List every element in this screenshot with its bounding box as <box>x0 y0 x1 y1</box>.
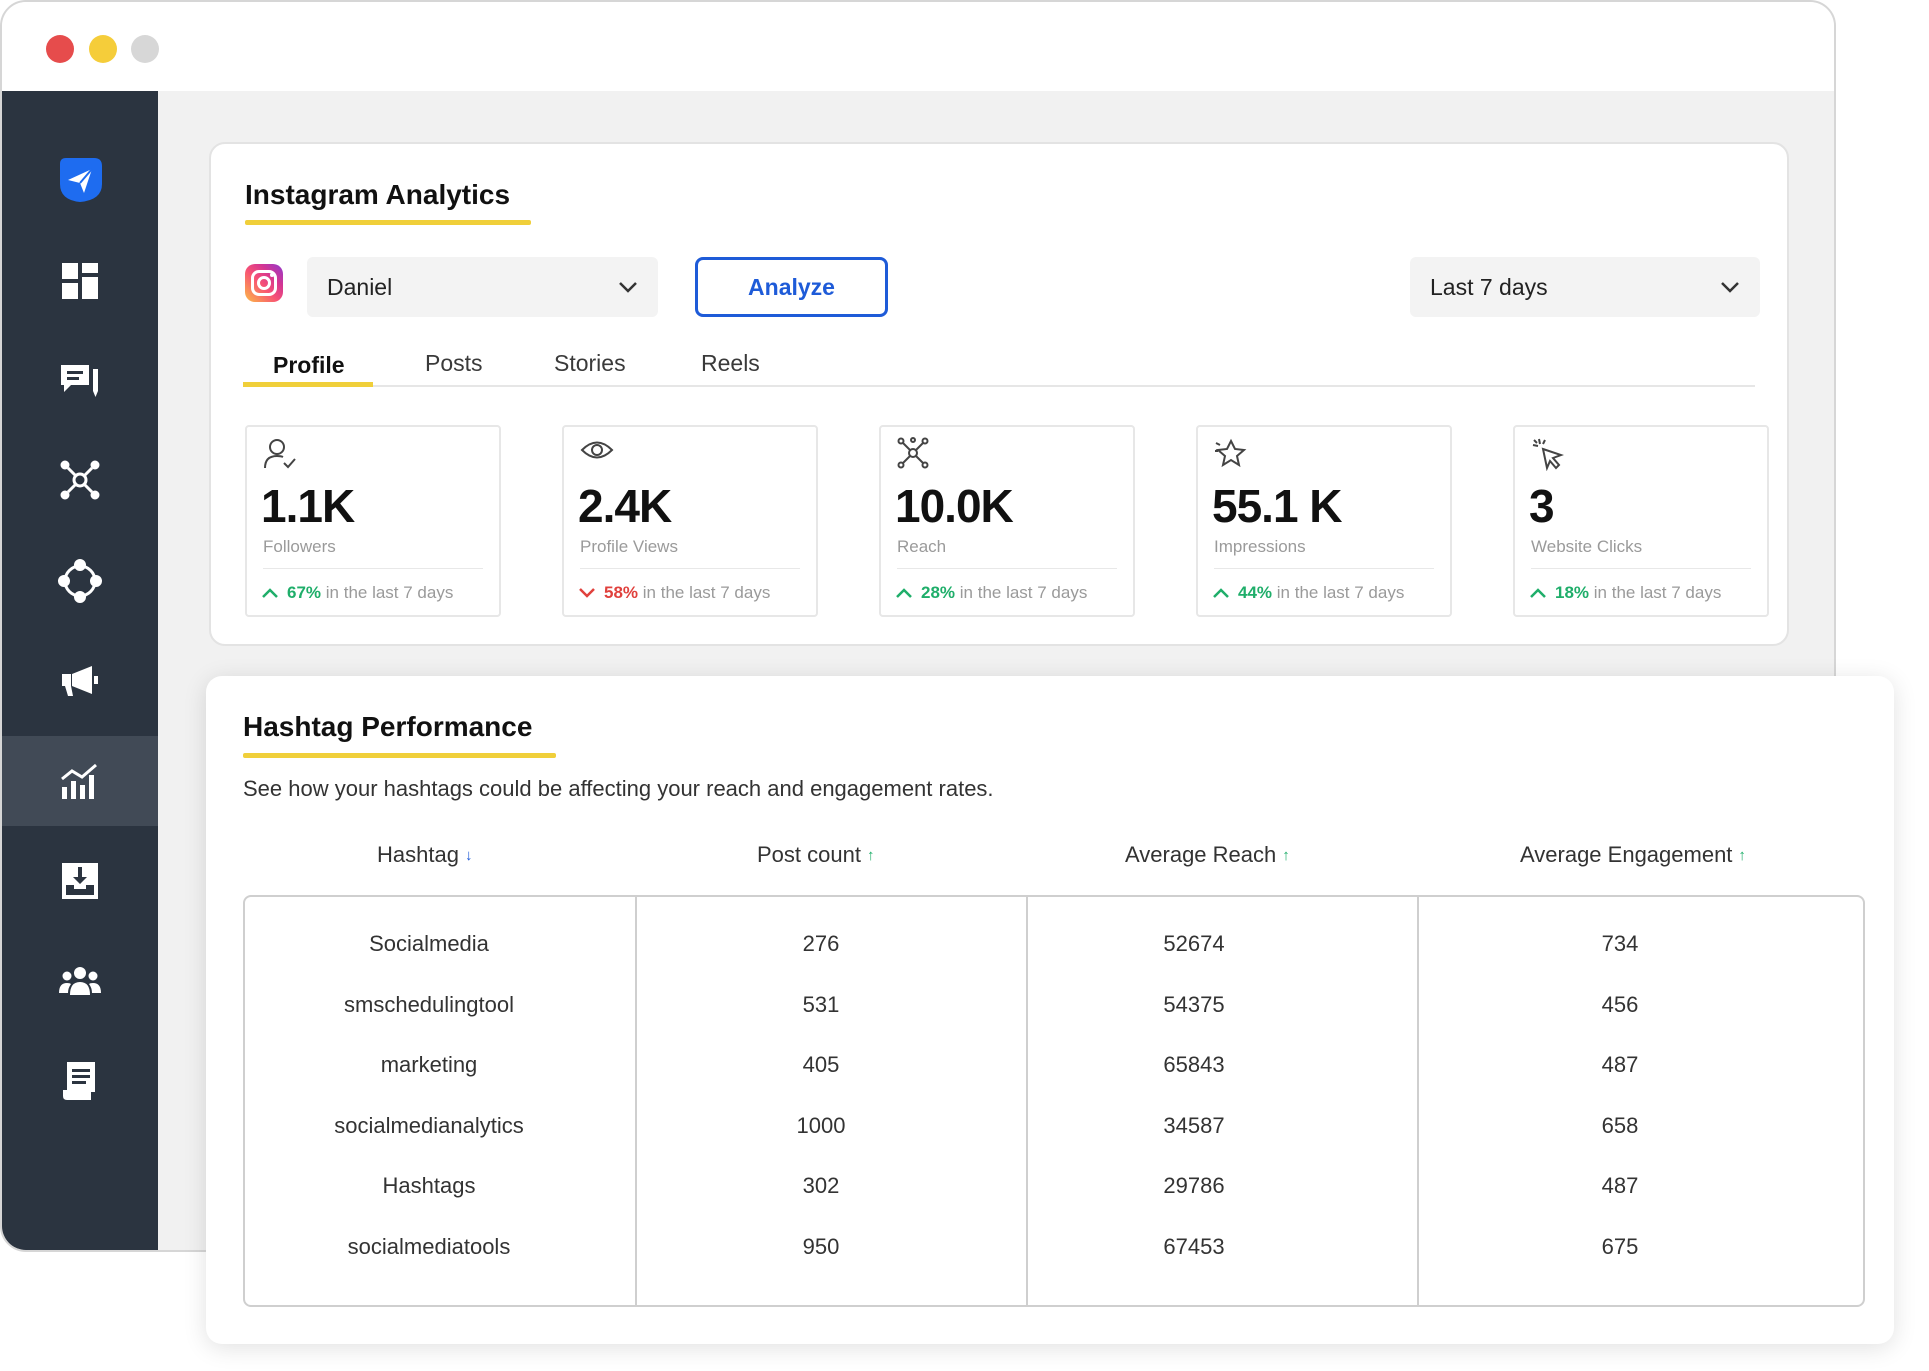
trend-up-icon <box>896 588 912 598</box>
stat-card-website-clicks: 3 Website Clicks 18% in the last 7 days <box>1513 425 1769 617</box>
post-count-cell: 302 <box>802 1173 840 1198</box>
hashtag-cell: socialmedianalytics <box>334 1112 524 1138</box>
post-count-cell: 531 <box>802 991 840 1017</box>
tab-profile[interactable]: Profile <box>273 352 345 378</box>
trend-down-icon <box>579 588 595 598</box>
hashtag-cell: Hashtags <box>382 1173 476 1198</box>
analytics-title: Instagram Analytics <box>245 179 511 210</box>
account-select-value: Daniel <box>327 273 393 300</box>
tab-reels[interactable]: Reels <box>701 350 760 376</box>
reports-icon[interactable] <box>2 1036 158 1126</box>
post-count-cell: 950 <box>802 1233 840 1259</box>
analytics-icon[interactable] <box>2 736 158 826</box>
hashtag-title: Hashtag Performance <box>243 711 533 742</box>
sidebar <box>2 91 158 1250</box>
stat-value: 3 <box>1529 480 1555 532</box>
hashtag-cell: smschedulingtool <box>344 991 514 1017</box>
title-bar <box>2 2 1834 91</box>
network-icon <box>897 437 929 469</box>
average-reach-cell: 29786 <box>1163 1173 1225 1198</box>
star-icon <box>1215 438 1247 468</box>
average-engagement-cell: 658 <box>1601 1112 1639 1138</box>
stat-card-followers: 1.1K Followers 67% in the last 7 days <box>245 425 501 617</box>
stat-change: 44% in the last 7 days <box>1212 583 1404 603</box>
average-reach-cell: 65843 <box>1163 1052 1225 1077</box>
average-reach-cell: 67453 <box>1163 1233 1225 1259</box>
stat-value: 55.1 K <box>1212 480 1343 532</box>
average-reach-cell: 52674 <box>1163 931 1225 956</box>
stat-label: Website Clicks <box>1531 537 1643 556</box>
integrations-icon[interactable] <box>2 536 158 626</box>
send-logo-icon[interactable] <box>2 135 158 225</box>
stat-value: 2.4K <box>578 480 672 532</box>
sort-up-icon: ↑ <box>1738 846 1746 864</box>
stat-change: 67% in the last 7 days <box>261 583 453 603</box>
analyze-button[interactable]: Analyze <box>695 257 888 317</box>
column-header-average-reach[interactable]: Average Reach ↑ <box>1125 842 1290 867</box>
average-engagement-cell: 734 <box>1601 931 1639 956</box>
average-engagement-cell: 675 <box>1601 1233 1639 1259</box>
user-check-icon <box>264 439 296 469</box>
trend-up-icon <box>1530 588 1546 598</box>
stat-change: 28% in the last 7 days <box>895 583 1087 603</box>
compose-icon[interactable] <box>2 336 158 426</box>
maximize-window-button[interactable] <box>131 35 159 63</box>
average-reach-cell: 54375 <box>1163 991 1225 1017</box>
eye-icon <box>580 441 614 459</box>
average-engagement-cell: 456 <box>1601 991 1639 1017</box>
title-underline <box>245 220 531 225</box>
title-underline <box>243 753 556 758</box>
stat-value: 1.1K <box>261 480 355 532</box>
post-count-cell: 1000 <box>796 1112 846 1138</box>
average-engagement-cell: 487 <box>1601 1052 1639 1077</box>
column-header-post-count[interactable]: Post count ↑ <box>757 842 875 867</box>
stat-value: 10.0K <box>895 480 1014 532</box>
stat-label: Followers <box>263 537 336 556</box>
post-count-cell: 405 <box>802 1052 840 1077</box>
dashboard-icon[interactable] <box>2 236 158 326</box>
hashtag-cell: marketing <box>380 1052 478 1077</box>
chevron-down-icon <box>1721 282 1739 293</box>
hashtag-performance-card: Hashtag Performance See how your hashtag… <box>206 676 1894 1344</box>
stat-card-impressions: 55.1 K Impressions 44% in the last 7 day… <box>1196 425 1452 617</box>
minimize-window-button[interactable] <box>89 35 117 63</box>
account-select[interactable]: Daniel <box>307 257 658 317</box>
stat-label: Profile Views <box>580 537 678 556</box>
hashtag-cell: socialmediatools <box>347 1233 511 1259</box>
average-engagement-cell: 487 <box>1601 1173 1639 1198</box>
hashtag-table: Socialmedia 276 52674 734 smschedulingtool 53… <box>243 895 1865 1307</box>
column-header-average-engagement[interactable]: Average Engagement ↑ <box>1520 842 1746 867</box>
stat-card-reach: 10.0K Reach 28% in the last 7 days <box>879 425 1135 617</box>
tab-posts[interactable]: Posts <box>425 350 483 376</box>
column-header-hashtag[interactable]: Hashtag ↓ <box>377 842 473 867</box>
chevron-down-icon <box>619 282 637 293</box>
stat-card-profile-views: 2.4K Profile Views 58% in the last 7 day… <box>562 425 818 617</box>
network-icon[interactable] <box>2 435 158 525</box>
hashtag-subtitle: See how your hashtags could be affecting… <box>243 776 994 801</box>
average-reach-cell: 34587 <box>1163 1112 1225 1138</box>
team-icon[interactable] <box>2 936 158 1026</box>
inbox-download-icon[interactable] <box>2 836 158 926</box>
stat-change: 58% in the last 7 days <box>578 583 770 603</box>
instagram-logo-icon <box>245 264 283 302</box>
post-count-cell: 276 <box>802 931 840 956</box>
sort-down-icon: ↓ <box>464 846 473 864</box>
trend-up-icon <box>1213 588 1229 598</box>
stat-label: Impressions <box>1214 537 1306 556</box>
date-range-value: Last 7 days <box>1430 273 1548 300</box>
tab-stories[interactable]: Stories <box>554 350 626 376</box>
trend-up-icon <box>262 588 278 598</box>
instagram-analytics-card: Instagram Analytics Daniel Analyze Last … <box>209 142 1789 646</box>
stat-label: Reach <box>897 537 947 556</box>
hashtag-cell: Socialmedia <box>369 931 489 956</box>
cursor-click-icon <box>1532 438 1564 471</box>
active-tab-indicator <box>243 382 373 387</box>
sort-up-icon: ↑ <box>1282 846 1290 864</box>
sort-up-icon: ↑ <box>866 846 875 864</box>
date-range-select[interactable]: Last 7 days <box>1410 257 1760 317</box>
close-window-button[interactable] <box>46 35 74 63</box>
stat-change: 18% in the last 7 days <box>1529 583 1721 603</box>
megaphone-icon[interactable] <box>2 636 158 726</box>
tabs-divider <box>243 385 1755 387</box>
